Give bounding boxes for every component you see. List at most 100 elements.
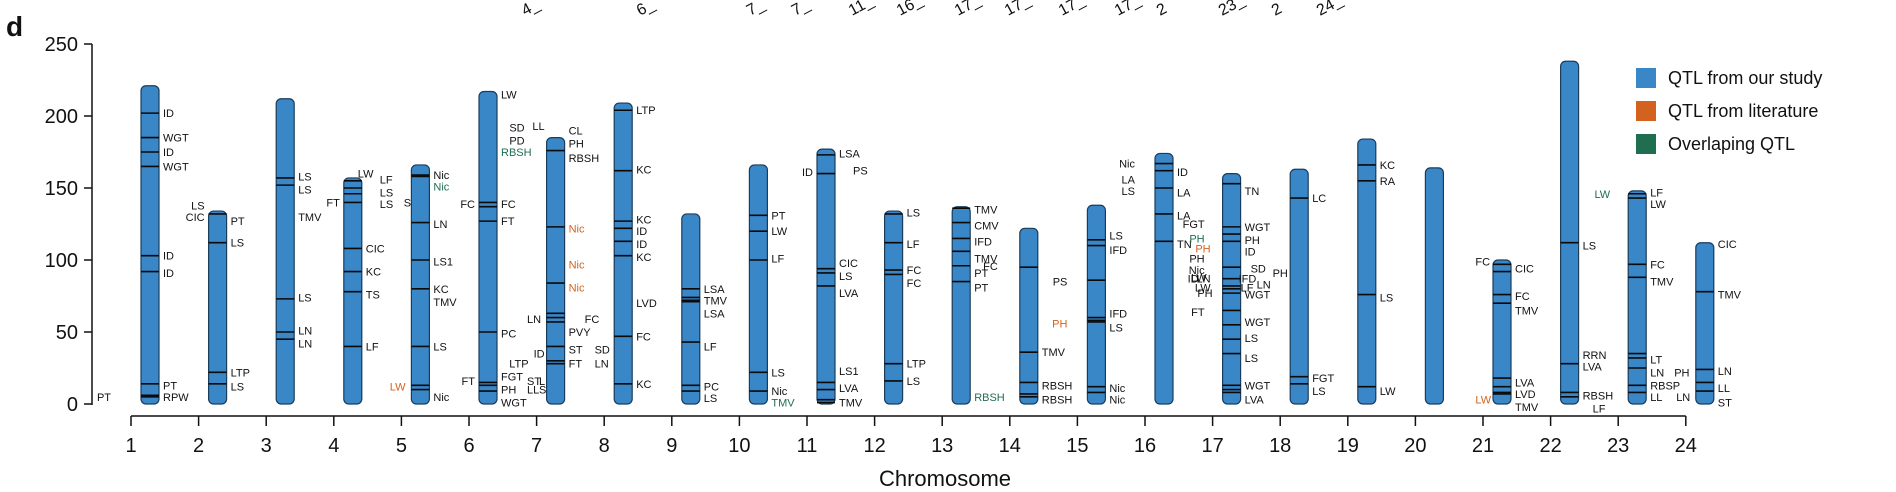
qtl-label: LC [1312,193,1326,205]
legend-swatch [1636,101,1656,121]
qtl-label: FC [907,265,922,277]
x-tick-label: 21 [1472,435,1494,457]
qtl-label: TMV [433,297,457,309]
qtl-label: SD [1251,264,1266,276]
chromosome-19: KC RA LS LW [1357,138,1396,405]
x-tick-label: 2 [193,435,204,457]
qtl-label: FC [907,278,922,290]
qtl-label: FGT [1312,373,1334,385]
qtl-label: LS [191,200,204,212]
qtl-label: LF [380,174,393,186]
qtl-label: CIC [839,258,858,270]
qtl-label: KC [366,267,381,279]
qtl-label: ID [636,239,647,251]
qtl-label: LS [1109,323,1122,335]
qtl-label: LF [1650,187,1663,199]
qtl-label: ID [802,167,813,179]
legend-swatch [1636,134,1656,154]
qtl-label: FC [460,199,475,211]
qtl-label: LA [1122,174,1136,186]
qtl-label: FT [326,197,340,209]
qtl-label: Nic [433,392,449,404]
y-tick-label: 100 [45,250,78,272]
qtl-label: LN [1676,392,1690,404]
qtl-label: PT [97,392,111,404]
chromosome-bar [1492,259,1512,405]
qtl-label: PC [704,382,719,394]
chromosome-bar [140,85,160,405]
qtl-label: LS [231,382,244,394]
legend-label: QTL from our study [1668,68,1822,88]
qtl-label: LF [907,239,920,251]
qtl-label: LW [390,382,406,394]
qtl-label: LTP [509,359,528,371]
qtl-label: FGT [501,372,523,384]
qtl-label: TMV [974,205,998,217]
qtl-label: KC [636,252,651,264]
x-tick-label: 5 [396,435,407,457]
legend: QTL from our study QTL from literature Ove… [1636,68,1822,154]
qtl-label: ST [527,376,541,388]
legend-label: Overlaping QTL [1668,134,1795,154]
qtl-label: RPW [163,392,189,404]
top-label: 17_ [1112,0,1145,20]
qtl-label: WGT [1245,380,1271,392]
qtl-label: LS [298,171,311,183]
x-tick-label: 12 [863,435,885,457]
chromosome-bar [951,206,971,405]
qtl-label: KC [636,215,651,227]
qtl-label: LW [1595,189,1611,201]
qtl-label: LS [907,207,920,219]
x-tick-label: 23 [1607,435,1629,457]
qtl-label: LN [1718,366,1732,378]
chromosome-bar [1559,60,1580,405]
qtl-label: KC [636,379,651,391]
qtl-label: LN [595,359,609,371]
qtl-label: KC [636,164,651,176]
chromosome-bar [748,164,769,405]
qtl-label: RBSH [501,147,532,159]
qtl-label: LW [1195,282,1211,294]
qtl-label: CIC [366,243,385,255]
chromosome-bar [681,213,701,405]
qtl-label: TMV [1042,347,1066,359]
x-axis: 1 2 3 4 5 6 7 8 9 10 11 12 13 14 15 16 17 18 19 20 21 22 23 24 [125,415,1697,457]
qtl-label: LF [1241,282,1254,294]
qtl-label: PH [1245,235,1260,247]
chromosome-bar [275,98,295,405]
panel-label: d [6,11,23,42]
chromosome-20: FC LW [1424,167,1492,407]
x-tick-label: 10 [728,435,750,457]
top-label: 17_ [1002,0,1035,20]
qtl-label: LVA [1583,362,1603,374]
qtl-label: LS [1245,353,1258,365]
qtl-label: LS [298,184,311,196]
x-tick-label: 17 [1201,435,1223,457]
qtl-label: LS [907,376,920,388]
x-tick-label: 8 [599,435,610,457]
qtl-label: LW [1380,386,1396,398]
x-tick-label: 24 [1675,435,1697,457]
qtl-label: ST [569,344,583,356]
chromosome-bar [1086,204,1107,405]
qtl-label: LW [1650,199,1666,211]
qtl-label: WGT [1245,317,1271,329]
qtl-label: ID [1245,246,1256,258]
legend-label: QTL from literature [1668,101,1818,121]
qtl-label: PH [1674,367,1689,379]
qtl-label: LN [433,219,447,231]
qtl-label: LVD [1515,389,1536,401]
qtl-label: WGT [1245,222,1271,234]
qtl-label: LS [298,292,311,304]
chromosome-6: LWRBSHFCFCFTLNPCFTFGTSTLNPHLLSDWGT [460,89,554,409]
qtl-label: PT [163,380,177,392]
qtl-label: RBSH [1042,395,1073,407]
